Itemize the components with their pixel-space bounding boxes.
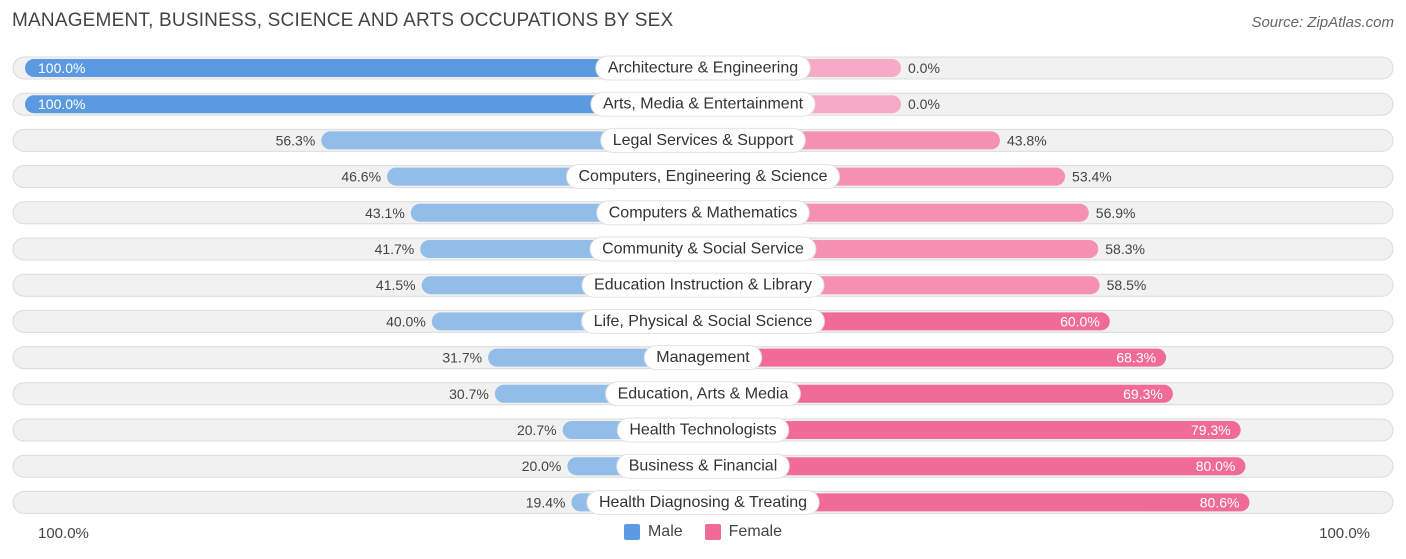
category-label-pill <box>581 272 825 298</box>
male-value-label: 100.0% <box>38 96 85 112</box>
female-value-label: 60.0% <box>1060 313 1100 329</box>
category-label-pill <box>595 55 811 81</box>
chart-row: 46.6% 53.4% Computers, Engineering & Scien… <box>12 164 1394 190</box>
category-label: Computers & Mathematics <box>609 204 798 221</box>
female-bar <box>703 384 1173 403</box>
category-label-pill <box>600 127 806 153</box>
category-label: Architecture & Engineering <box>608 60 798 77</box>
chart-row: 41.5% 58.5% Education Instruction & Librar… <box>12 272 1394 298</box>
female-value-label: 80.0% <box>1196 458 1236 474</box>
category-label: Education Instruction & Library <box>594 277 812 294</box>
legend-item-female[interactable]: Female <box>704 523 783 541</box>
male-value-label: 40.0% <box>386 313 426 329</box>
category-label-pill <box>616 453 790 479</box>
female-value-label: 80.6% <box>1200 494 1240 510</box>
axis-left-label: 100.0% <box>38 525 89 542</box>
male-value-label: 41.7% <box>375 241 415 257</box>
female-value-label: 68.3% <box>1116 350 1156 366</box>
chart-row: 100.0% 0.0% Arts, Media & Entertainment <box>12 91 1394 117</box>
male-value-label: 20.7% <box>517 422 557 438</box>
chart-row: 31.7% 68.3% Management <box>12 345 1394 371</box>
category-label-pill <box>589 236 817 262</box>
category-label-pill <box>596 200 810 226</box>
male-value-label: 43.1% <box>365 205 405 221</box>
chart-row: 20.0% 80.0% Business & Financial <box>12 453 1394 479</box>
category-label: Legal Services & Support <box>613 132 794 149</box>
category-label: Management <box>656 349 750 366</box>
male-value-label: 46.6% <box>341 169 381 185</box>
category-label: Computers, Engineering & Science <box>578 168 827 185</box>
legend-item-male[interactable]: Male <box>623 523 683 541</box>
category-label-pill <box>581 308 825 334</box>
category-label: Arts, Media & Entertainment <box>603 96 804 113</box>
legend: Male Female <box>0 523 1406 541</box>
male-value-label: 56.3% <box>276 132 316 148</box>
female-bar <box>703 457 1246 476</box>
female-value-label: 58.3% <box>1105 241 1145 257</box>
male-value-label: 30.7% <box>449 386 489 402</box>
female-value-label: 0.0% <box>908 96 940 112</box>
chart-row: 19.4% 80.6% Health Diagnosing & Treating <box>12 489 1394 515</box>
female-value-label: 43.8% <box>1007 132 1047 148</box>
female-bar <box>703 421 1241 439</box>
chart-row: 20.7% 79.3% Health Technologists <box>12 417 1394 443</box>
category-label-pill <box>616 417 790 443</box>
female-bar <box>703 493 1250 512</box>
legend-swatch-female <box>704 524 721 540</box>
category-label: Life, Physical & Social Science <box>594 313 813 330</box>
chart-row: 56.3% 43.8% Legal Services & Support <box>12 127 1394 153</box>
chart-title: MANAGEMENT, BUSINESS, SCIENCE AND ARTS O… <box>12 10 674 31</box>
male-bar <box>25 59 703 77</box>
category-label: Health Technologists <box>629 422 776 439</box>
female-value-label: 53.4% <box>1072 169 1112 185</box>
male-bar <box>25 95 703 114</box>
chart-row: 43.1% 56.9% Computers & Mathematics <box>12 200 1394 226</box>
category-label: Education, Arts & Media <box>618 385 789 402</box>
category-label: Community & Social Service <box>602 241 804 258</box>
legend-swatch-male <box>623 524 640 540</box>
male-value-label: 100.0% <box>38 60 85 76</box>
chart-row: 41.7% 58.3% Community & Social Service <box>12 236 1394 262</box>
female-value-label: 79.3% <box>1191 422 1231 438</box>
category-label-pill <box>586 489 820 515</box>
male-value-label: 31.7% <box>442 350 482 366</box>
category-label-pill <box>605 381 801 407</box>
category-label: Health Diagnosing & Treating <box>599 494 807 511</box>
legend-label-female: Female <box>728 523 783 540</box>
category-label-pill <box>643 345 763 371</box>
category-label-pill <box>565 164 841 190</box>
male-value-label: 20.0% <box>522 458 562 474</box>
female-value-label: 58.5% <box>1107 277 1147 293</box>
female-value-label: 69.3% <box>1123 386 1163 402</box>
chart-row: 30.7% 69.3% Education, Arts & Media <box>12 381 1394 407</box>
male-value-label: 19.4% <box>526 494 566 510</box>
female-value-label: 56.9% <box>1096 205 1136 221</box>
axis-right-label: 100.0% <box>1319 525 1370 542</box>
category-label: Business & Financial <box>629 458 778 475</box>
source-note: Source: ZipAtlas.com <box>1251 14 1394 31</box>
chart-row: 40.0% 60.0% Life, Physical & Social Scienc… <box>12 308 1394 334</box>
female-bar <box>703 348 1167 367</box>
category-label-pill <box>590 91 816 117</box>
chart-plot: 100.0% 0.0%Architecture & Engineering100.… <box>12 55 1394 515</box>
female-value-label: 0.0% <box>908 60 940 76</box>
male-value-label: 41.5% <box>376 277 416 293</box>
legend-label-male: Male <box>647 523 683 540</box>
chart-row: 100.0% 0.0% Architecture & Engineering <box>12 55 1394 81</box>
